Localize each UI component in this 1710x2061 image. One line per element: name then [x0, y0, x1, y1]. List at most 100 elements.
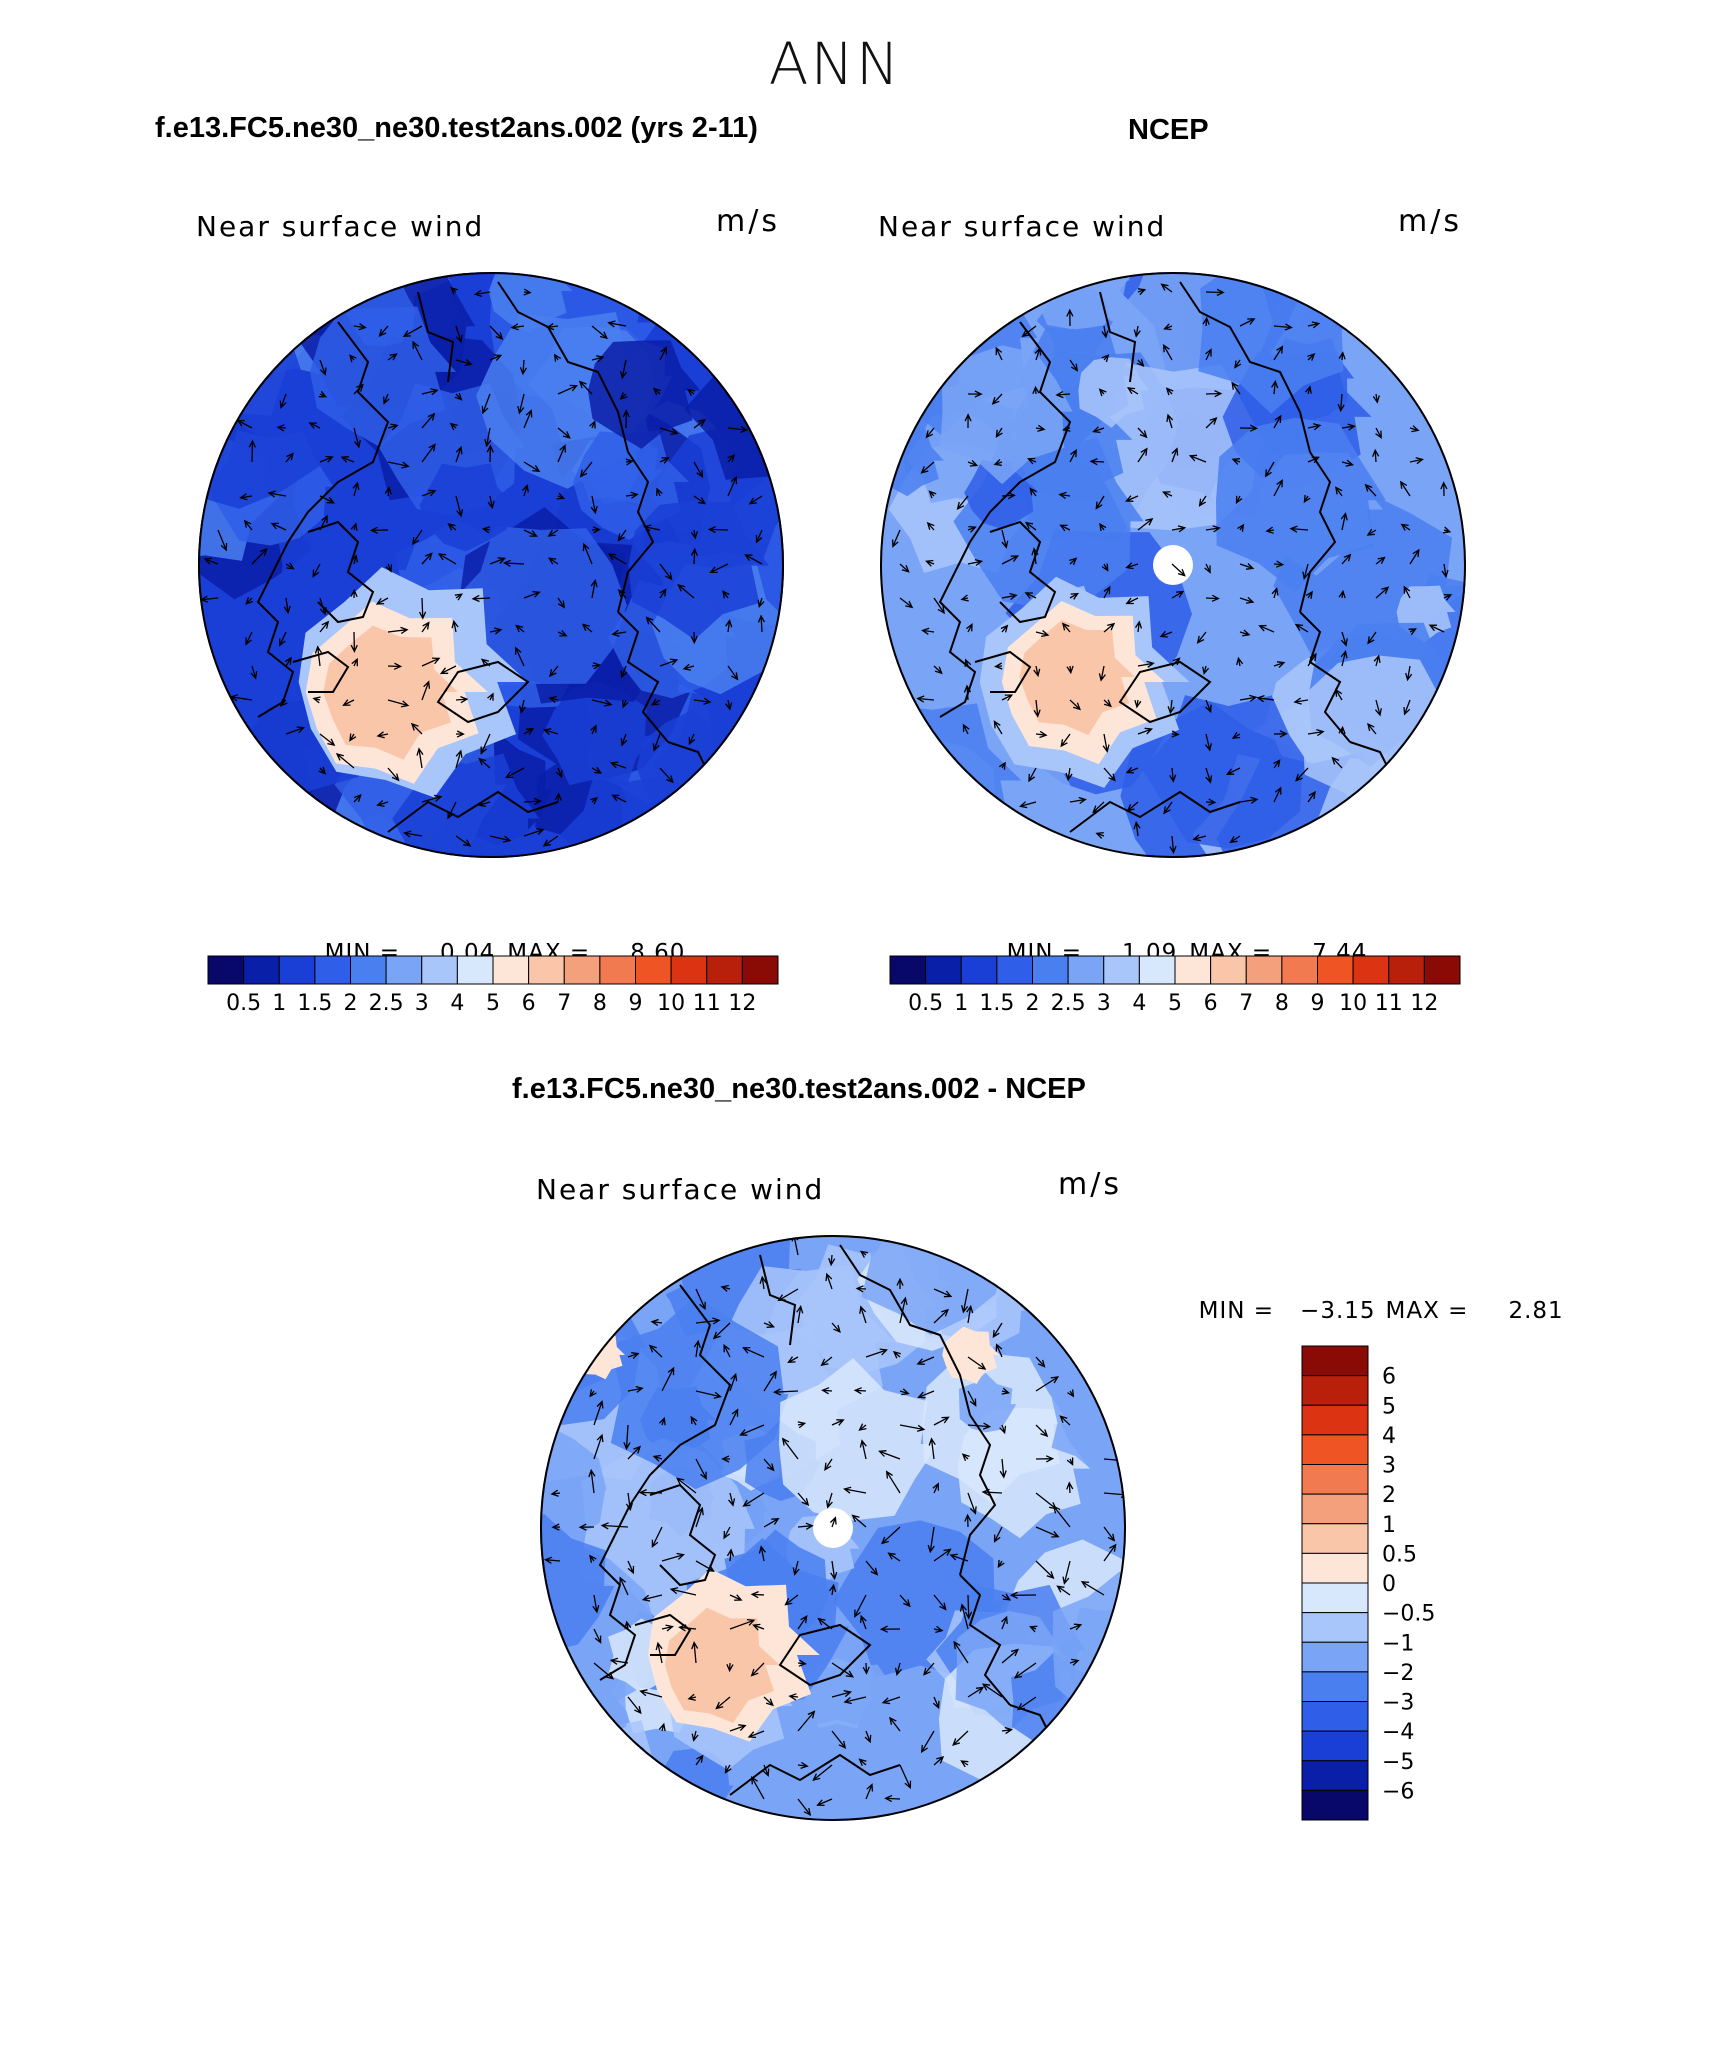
wind-vector-arrow	[1302, 563, 1310, 580]
wind-vector-arrow	[590, 724, 597, 735]
wind-vector-arrow	[962, 723, 970, 735]
coastline	[497, 281, 629, 453]
wind-vector-arrow	[607, 320, 627, 328]
wind-vector-arrow	[750, 1662, 765, 1677]
wind-vector-arrow	[1102, 733, 1110, 753]
coastline	[436, 660, 530, 724]
wind-vector-arrow	[1137, 288, 1147, 296]
colorbar-swatch	[421, 955, 458, 985]
wind-vector-arrow	[545, 323, 559, 331]
wind-vector-arrow	[510, 323, 525, 331]
colorbar-swatch	[385, 955, 423, 985]
wind-vector-arrow	[1018, 801, 1037, 809]
contour-region	[198, 796, 269, 858]
wind-vector-arrow	[319, 597, 327, 616]
wind-vector-arrow	[489, 354, 503, 362]
wind-vector-arrow	[1055, 390, 1071, 399]
wind-vector-arrow	[964, 1594, 973, 1620]
wind-vector-arrow	[658, 1416, 666, 1426]
colorbar-swatch	[1301, 1345, 1369, 1377]
wind-vector-arrow	[627, 1696, 642, 1715]
wind-vector-arrow	[1204, 733, 1212, 752]
coastline	[959, 1574, 1011, 1706]
wind-vector-arrow	[676, 1477, 697, 1494]
wind-vector-arrow	[553, 353, 562, 362]
wind-vector-arrow	[960, 1760, 969, 1768]
colorbar-tick-label: 0.5	[226, 991, 261, 1016]
wind-vector-arrow	[709, 563, 729, 574]
pole-mask	[813, 1508, 853, 1548]
wind-vector-arrow	[447, 801, 457, 820]
wind-vector-arrow	[402, 325, 423, 338]
wind-vector-arrow	[1338, 589, 1346, 599]
wind-vector-arrow	[383, 393, 390, 405]
wind-vector-arrow	[829, 1516, 837, 1528]
wind-vector-arrow	[1236, 656, 1244, 667]
panel-1-title: f.e13.FC5.ne30_ne30.test2ans.002 (yrs 2-…	[155, 112, 758, 144]
map-boundary-circle	[880, 272, 1466, 858]
wind-vector-arrow	[284, 656, 292, 667]
colorbar-tick-label: 12	[1410, 991, 1438, 1016]
colorbar-swatch	[563, 955, 601, 985]
wind-vector-arrow	[217, 529, 228, 552]
colorbar-swatch	[960, 955, 998, 985]
wind-vector-arrow	[932, 1696, 940, 1710]
wind-vector-arrow	[881, 1696, 901, 1705]
panel-3-variable-label: Near surface wind	[536, 1173, 825, 1206]
wind-vector-arrow	[549, 665, 559, 678]
wind-vector-arrow	[1092, 801, 1105, 814]
wind-vector-arrow	[477, 800, 491, 808]
wind-vector-arrow	[744, 554, 763, 565]
colorbar-tick-label: 2.5	[369, 991, 404, 1016]
colorbar-tick-label: 4	[1382, 1424, 1396, 1449]
wind-vector-arrow	[899, 1296, 908, 1324]
wind-vector-arrow	[314, 645, 323, 667]
wind-vector-arrow	[859, 1439, 867, 1460]
wind-vector-arrow	[1016, 1696, 1037, 1711]
wind-vector-arrow	[688, 733, 696, 746]
panel-3-min-max: MIN = −3.15 MAX = 2.81	[1182, 1272, 1564, 1324]
wind-vector-arrow	[1137, 727, 1154, 735]
map-fill-layer	[198, 272, 784, 858]
wind-vector-arrow	[353, 427, 361, 449]
wind-vector-arrow	[1069, 1658, 1080, 1666]
colorbar-swatch	[456, 955, 494, 985]
wind-vector-arrow	[1375, 556, 1386, 565]
wind-vector-arrow	[522, 483, 529, 497]
wind-vector-arrow	[1069, 1623, 1083, 1631]
wind-vector-arrow	[963, 684, 972, 701]
wind-vector-arrow	[611, 794, 627, 803]
wind-vector-arrow	[487, 692, 494, 701]
coastline	[1179, 281, 1311, 453]
wind-vector-arrow	[312, 563, 321, 578]
wind-vector-arrow	[285, 562, 295, 570]
wind-vector-arrow	[523, 727, 535, 735]
wind-vector-arrow	[548, 695, 559, 703]
wind-vector-arrow	[519, 359, 528, 376]
wind-vector-arrow	[581, 623, 593, 633]
wind-vector-arrow	[578, 380, 593, 395]
wind-vector-arrow	[695, 1288, 706, 1311]
wind-vector-arrow	[504, 767, 525, 779]
coastline	[1118, 660, 1212, 724]
wind-vector-arrow	[759, 1275, 767, 1290]
wind-vector-arrow	[687, 1693, 697, 1701]
wind-vector-arrow	[547, 557, 559, 565]
wind-vector-arrow	[981, 1488, 1003, 1496]
wind-vector-arrow	[551, 1523, 561, 1531]
wind-vector-arrow	[933, 1308, 949, 1324]
wind-vector-arrow	[557, 629, 568, 637]
colorbar-swatch	[1301, 1375, 1369, 1406]
wind-vector-arrow	[993, 459, 1003, 466]
wind-vector-arrow	[1307, 456, 1320, 464]
wind-vector-arrow	[999, 1424, 1007, 1435]
wind-vector-arrow	[1192, 834, 1207, 842]
wind-vector-arrow	[1125, 766, 1139, 774]
wind-vector-arrow	[625, 1492, 634, 1512]
wind-vector-arrow	[828, 1254, 836, 1267]
contour-region	[701, 272, 784, 408]
wind-vector-arrow	[925, 427, 935, 439]
wind-vector-arrow	[1001, 492, 1016, 500]
colorbar-swatch	[1067, 955, 1105, 985]
wind-vector-arrow	[899, 1764, 912, 1790]
